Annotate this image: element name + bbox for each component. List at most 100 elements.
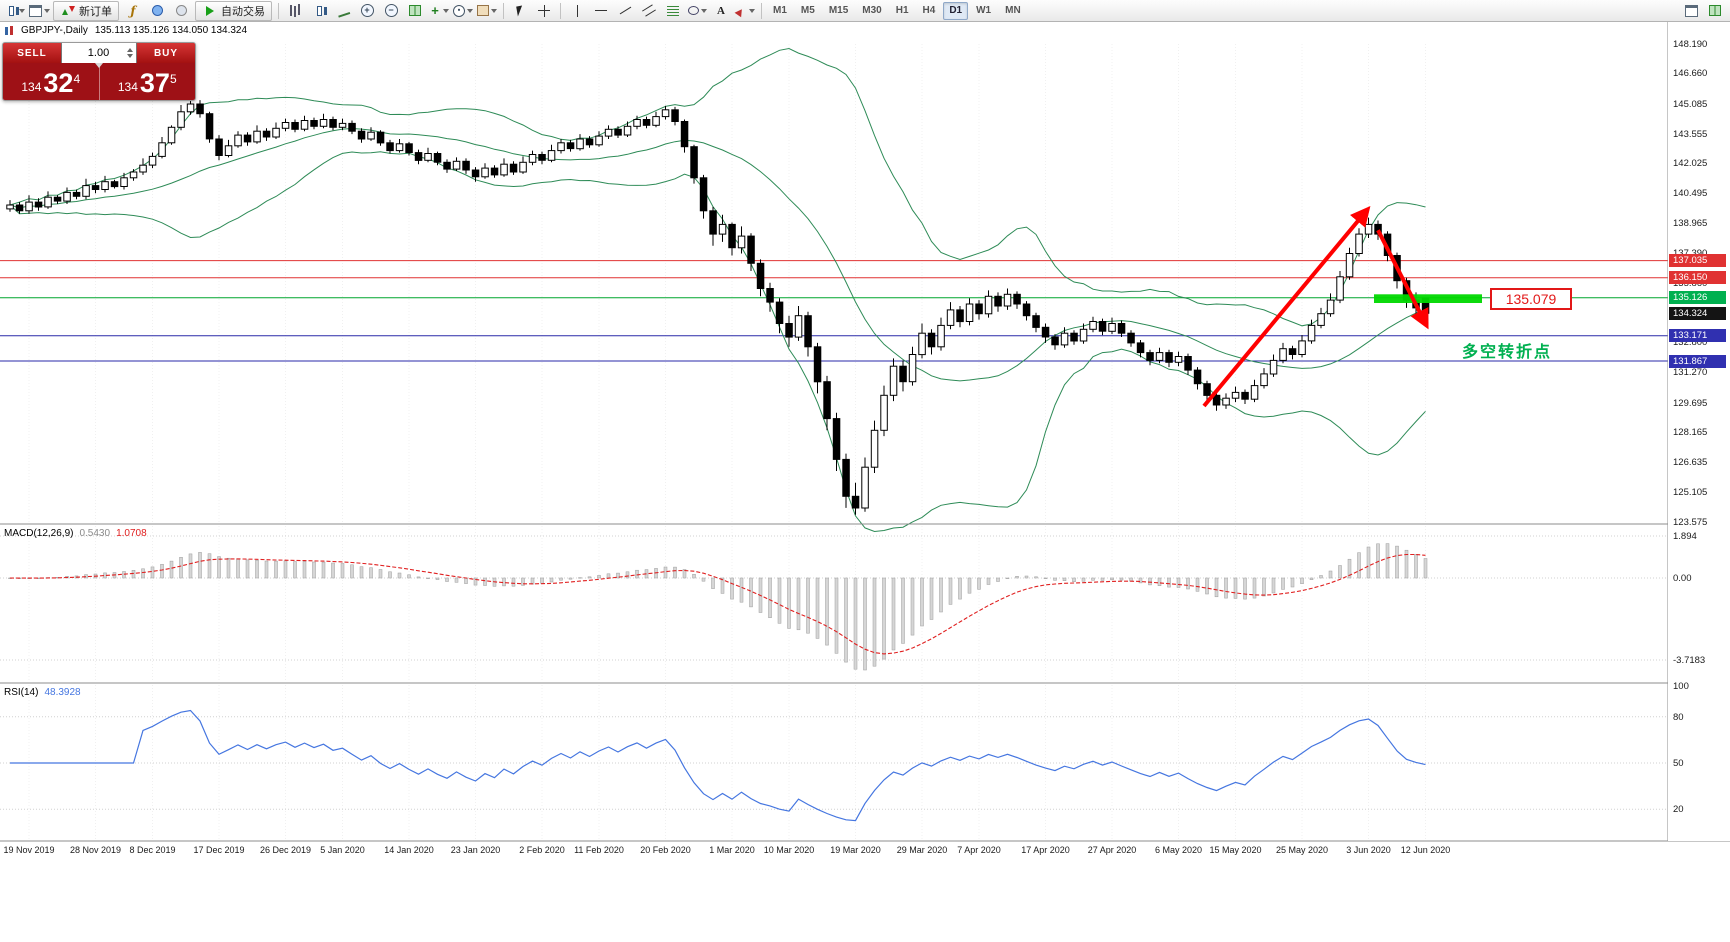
trendline-icon[interactable] xyxy=(614,1,636,21)
autotrade-button-label: 自动交易 xyxy=(221,5,265,18)
horizontal-line-icon[interactable] xyxy=(590,1,612,21)
zoom-in-icon[interactable] xyxy=(356,1,378,21)
price-box: 134.324 xyxy=(1669,306,1726,320)
price-axis[interactable]: 148.190 146.660 145.085 143.555 142.025 140.4… xyxy=(1668,22,1730,841)
buy-button[interactable]: BUY xyxy=(137,43,195,63)
symbol-title: GBPJPY-,Daily xyxy=(21,25,88,36)
price-box: 137.035 xyxy=(1669,254,1726,268)
cursor-icon[interactable] xyxy=(509,1,531,21)
buy-price[interactable]: 134 37 5 xyxy=(100,63,196,100)
timeframe-d1[interactable]: D1 xyxy=(943,1,969,20)
vertical-line-icon[interactable] xyxy=(566,1,588,21)
timeframe-w1[interactable]: W1 xyxy=(976,4,992,16)
grid-glyph xyxy=(407,4,423,18)
spinner-down-icon[interactable] xyxy=(127,54,133,61)
timeframe-m1[interactable]: M1 xyxy=(773,4,787,16)
date-label: 3 Jun 2020 xyxy=(1346,845,1391,855)
crosshair-icon[interactable] xyxy=(533,1,555,21)
date-axis[interactable]: 19 Nov 2019 28 Nov 2019 8 Dec 2019 17 Dec 2… xyxy=(0,843,1730,859)
toolbar-separator xyxy=(761,2,762,19)
macd-scale-label: -3.7183 xyxy=(1673,654,1706,666)
note-annotation: 多空转折点 xyxy=(1462,344,1553,361)
timeframe-h4[interactable]: H4 xyxy=(922,4,936,16)
market-watch-icon[interactable] xyxy=(146,1,168,21)
candles-glyph xyxy=(311,4,327,18)
chevron-down-icon xyxy=(19,9,25,16)
window-glyph xyxy=(1683,4,1699,18)
sell-price[interactable]: 134 32 4 xyxy=(3,63,99,100)
price-label: 123.575 xyxy=(1673,516,1708,528)
timeframe-mn[interactable]: MN xyxy=(1005,4,1021,16)
price-label: 132.800 xyxy=(1673,337,1708,349)
sell-price-sup: 4 xyxy=(73,72,81,86)
sell-button[interactable]: SELL xyxy=(3,43,61,63)
fibonacci-icon[interactable] xyxy=(662,1,684,21)
periods-icon[interactable] xyxy=(452,1,474,21)
rsi-scale-label: 100 xyxy=(1673,681,1689,692)
maximize-icon[interactable] xyxy=(1680,1,1702,21)
line-chart-icon[interactable] xyxy=(332,1,354,21)
layout-icon[interactable] xyxy=(1704,1,1726,21)
chevron-down-icon xyxy=(491,9,497,16)
price-label: 145.085 xyxy=(1673,98,1708,110)
arrows-icon[interactable] xyxy=(734,1,756,21)
price-box: 135.126 xyxy=(1669,291,1726,305)
date-label: 10 Mar 2020 xyxy=(763,845,815,855)
date-label: 19 Mar 2020 xyxy=(830,845,881,855)
timeframe-m15[interactable]: M15 xyxy=(828,4,849,16)
toolbar-separator xyxy=(503,2,504,19)
date-label: 29 Mar 2020 xyxy=(896,845,948,855)
date-label: 20 Feb 2020 xyxy=(640,845,691,855)
tile-windows-icon[interactable] xyxy=(404,1,426,21)
price-label: 146.660 xyxy=(1673,68,1708,80)
price-label: 137.390 xyxy=(1673,248,1707,259)
grid-glyph xyxy=(1707,4,1723,18)
text-label-icon[interactable] xyxy=(710,1,732,21)
new-order-button[interactable]: 新订单 xyxy=(53,0,119,21)
rsi-scale-label: 20 xyxy=(1673,804,1684,816)
shapes-glyph xyxy=(687,4,699,18)
template-glyph xyxy=(477,4,489,18)
profiles-icon[interactable] xyxy=(28,1,50,21)
macd-label: MACD(12,26,9) 0.5430 1.0708 xyxy=(4,528,147,539)
tline-glyph xyxy=(617,4,633,18)
spinner-up-icon[interactable] xyxy=(127,45,133,52)
chevron-down-icon xyxy=(467,9,473,16)
trade-price-row: 134 32 4 134 37 5 xyxy=(3,63,195,100)
date-label: 12 Jun 2020 xyxy=(1400,845,1451,855)
volume-spinner[interactable] xyxy=(127,45,133,61)
window-glyph xyxy=(29,4,42,18)
play-glyph xyxy=(202,4,218,18)
templates-icon[interactable] xyxy=(476,1,498,21)
chart-region: GBPJPY-,Daily 135.113 135.126 134.050 13… xyxy=(0,22,1730,942)
chart-canvas[interactable] xyxy=(0,22,1730,942)
shapes-icon[interactable] xyxy=(686,1,708,21)
price-annotation: 135.079 xyxy=(1490,288,1572,310)
fx-indicator-icon[interactable] xyxy=(122,1,144,21)
timeframe-m30[interactable]: M30 xyxy=(862,4,882,16)
timeframe-m5[interactable]: M5 xyxy=(800,4,815,16)
autotrade-button[interactable]: 自动交易 xyxy=(195,0,272,21)
chevron-down-icon xyxy=(443,9,449,16)
date-label: 2 Feb 2020 xyxy=(519,845,565,855)
date-label: 23 Jan 2020 xyxy=(450,845,501,855)
data-window-icon[interactable] xyxy=(170,1,192,21)
buy-price-small: 134 xyxy=(117,80,138,94)
bar-chart-icon[interactable] xyxy=(284,1,306,21)
date-label: 28 Nov 2019 xyxy=(69,845,122,855)
macd-scale-label: 1.894 xyxy=(1673,531,1697,543)
price-label: 126.635 xyxy=(1673,457,1708,469)
hline-glyph xyxy=(593,4,609,18)
channel-icon[interactable] xyxy=(638,1,660,21)
indicators-icon[interactable] xyxy=(428,1,450,21)
volume-field[interactable]: 1.00 xyxy=(61,43,137,63)
macd-value: 0.5430 xyxy=(79,528,111,539)
new-chart-icon[interactable] xyxy=(4,1,26,21)
zoom-out-icon[interactable] xyxy=(380,1,402,21)
timeframe-h1[interactable]: H1 xyxy=(895,4,909,16)
coin-glyph xyxy=(149,4,165,18)
candle-chart-icon[interactable] xyxy=(308,1,330,21)
date-label: 8 Dec 2019 xyxy=(129,845,176,855)
plusbox-glyph xyxy=(429,4,441,18)
